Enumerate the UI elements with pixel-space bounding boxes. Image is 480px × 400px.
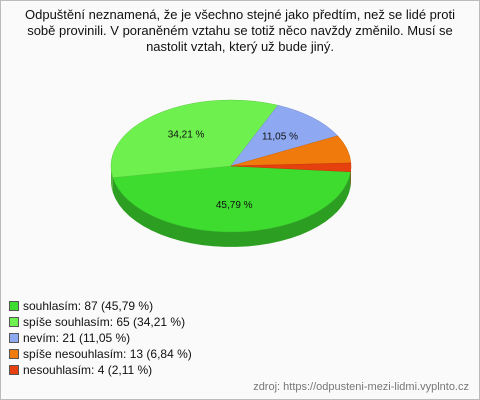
legend-label: spíše nesouhlasím: 13 (6,84 %) xyxy=(23,347,192,361)
legend-item: spíše nesouhlasím: 13 (6,84 %) xyxy=(9,346,192,362)
slice-label: 34,21 % xyxy=(168,130,205,141)
slice-label: 11,05 % xyxy=(262,132,298,143)
source: zdroj: https://odpusteni-mezi-lidmi.vypl… xyxy=(253,381,469,393)
slice-label: 45,79 % xyxy=(216,200,253,211)
slice xyxy=(110,99,279,178)
legend: souhlasím: 87 (45,79 %) spíše souhlasím: … xyxy=(9,298,192,378)
chart-title: Odpuštění neznamená, že je všechno stejn… xyxy=(25,7,455,54)
slice xyxy=(230,162,352,173)
slice xyxy=(230,104,339,167)
legend-swatch xyxy=(9,301,19,311)
legend-item: nesouhlasím: 4 (2,11 %) xyxy=(9,362,192,378)
legend-item: spíše souhlasím: 65 (34,21 %) xyxy=(9,314,192,330)
slice xyxy=(112,165,351,233)
legend-swatch xyxy=(9,333,19,343)
legend-swatch xyxy=(9,365,19,375)
slice-side xyxy=(112,171,351,247)
legend-swatch xyxy=(9,349,19,359)
legend-item: souhlasím: 87 (45,79 %) xyxy=(9,298,192,314)
legend-label: spíše souhlasím: 65 (34,21 %) xyxy=(23,315,186,329)
legend-label: souhlasím: 87 (45,79 %) xyxy=(23,299,154,313)
legend-label: nevím: 21 (11,05 %) xyxy=(23,331,131,345)
legend-item: nevím: 21 (11,05 %) xyxy=(9,330,192,346)
legend-label: nesouhlasím: 4 (2,11 %) xyxy=(23,363,153,377)
legend-swatch xyxy=(9,317,19,327)
